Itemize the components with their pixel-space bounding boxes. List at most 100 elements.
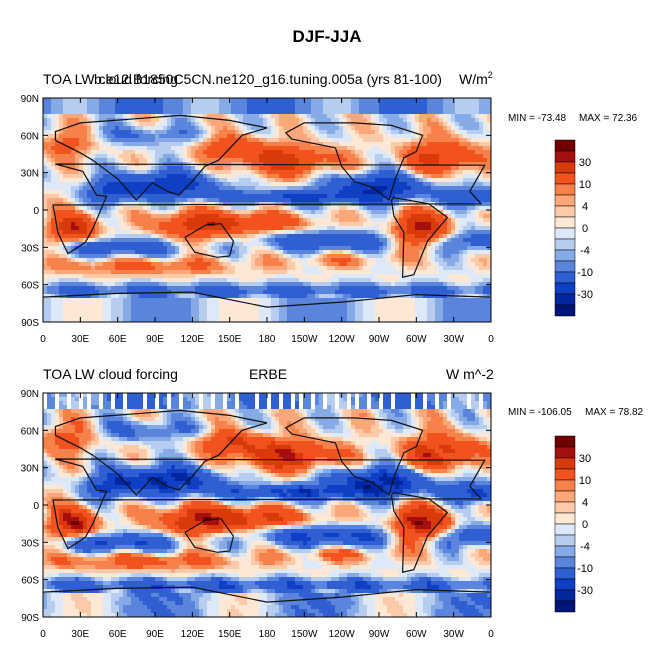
colorbar-label: -10	[577, 267, 593, 279]
panel-center-title: b.e12.B1850C5CN.ne120_g16.tuning.005a (y…	[94, 71, 442, 87]
colorbar: 30 10 4 0 -4 -10 -30	[554, 139, 593, 317]
lon-tick-label: 120E	[181, 334, 205, 345]
map-field	[42, 393, 492, 618]
colorbar-swatch	[554, 260, 576, 273]
lon-tick-label: 30E	[71, 629, 89, 640]
colorbar-swatch	[554, 468, 576, 481]
colorbar-swatch	[554, 457, 576, 470]
colorbar-label: -10	[577, 563, 593, 575]
lon-tick-label: 0	[488, 629, 494, 640]
lat-tick-label: 90S	[21, 318, 39, 329]
colorbar-swatch	[554, 282, 576, 295]
colorbar-swatch	[554, 161, 576, 174]
lon-tick-label: 60W	[406, 629, 427, 640]
lon-tick-label: 120E	[181, 629, 205, 640]
lon-tick-label: 0	[488, 334, 494, 345]
colorbar-swatch	[554, 446, 576, 459]
map-field	[42, 98, 492, 323]
lon-tick-label: 120W	[329, 629, 356, 640]
panel-observed: TOA LW cloud forcing ERBE W m^-2 0 30E 60E…	[21, 366, 644, 640]
colorbar-swatch	[554, 589, 576, 602]
colorbar-swatch	[554, 512, 576, 525]
lon-tick-label: 180	[259, 334, 276, 345]
panel-model: TOA LW cloud forcing b.e12.B1850C5CN.ne1…	[21, 70, 638, 345]
colorbar-swatch	[554, 304, 576, 317]
lon-tick-label: 180	[259, 629, 276, 640]
lat-tick-label: 90N	[21, 94, 39, 105]
colorbar-swatch	[554, 139, 576, 152]
colorbar-label: 10	[579, 475, 591, 487]
colorbar-label: 30	[579, 157, 591, 169]
lon-tick-label: 60E	[109, 334, 127, 345]
colorbar-swatch	[554, 600, 576, 613]
colorbar-swatch	[554, 194, 576, 207]
map-axes: 0 30E 60E 90E 120E 150E 180 150W 120W 90W 60W 30W 09…	[21, 389, 495, 640]
lat-tick-label: 60N	[21, 426, 39, 437]
colorbar-label: 30	[579, 453, 591, 465]
colorbar-swatch	[554, 578, 576, 591]
colorbar-swatch	[554, 183, 576, 196]
lat-tick-label: 0	[33, 501, 39, 512]
panel-left-title: TOA LW cloud forcing	[43, 366, 178, 382]
lon-tick-label: 120W	[329, 334, 356, 345]
lon-tick-label: 90E	[146, 334, 164, 345]
panel-units: W/m2	[459, 70, 493, 87]
colorbar-swatch	[554, 271, 576, 284]
colorbar-label: -4	[580, 541, 590, 553]
colorbar-swatch	[554, 238, 576, 251]
lon-tick-label: 90E	[146, 629, 164, 640]
lat-tick-label: 30S	[21, 538, 39, 549]
colorbar-label: -30	[577, 289, 593, 301]
lon-tick-label: 60E	[109, 629, 127, 640]
colorbar-swatch	[554, 545, 576, 558]
colorbar-swatch	[554, 556, 576, 569]
max-stat: MAX = 78.82	[585, 407, 644, 418]
lon-tick-label: 60W	[406, 334, 427, 345]
colorbar-label: 0	[582, 223, 588, 235]
lat-tick-label: 60S	[21, 576, 39, 587]
lon-tick-label: 90W	[369, 629, 390, 640]
lon-tick-label: 0	[40, 629, 46, 640]
min-stat: MIN = -106.05	[508, 407, 572, 418]
lon-tick-label: 150W	[291, 629, 318, 640]
colorbar-swatch	[554, 216, 576, 229]
colorbar-swatch	[554, 172, 576, 185]
lat-tick-label: 60S	[21, 281, 39, 292]
colorbar-swatch	[554, 150, 576, 163]
panel-left-title: TOA LW cloud forcing	[43, 71, 178, 87]
colorbar-swatch	[554, 205, 576, 218]
colorbar-label: 10	[579, 179, 591, 191]
colorbar-label: 4	[582, 201, 588, 213]
colorbar-swatch	[554, 534, 576, 547]
lat-tick-label: 60N	[21, 131, 39, 142]
max-stat: MAX = 72.36	[579, 113, 638, 124]
figure-title: DJF-JJA	[293, 27, 362, 46]
min-stat: MIN = -73.48	[508, 113, 567, 124]
lon-tick-label: 30E	[71, 334, 89, 345]
colorbar-label: 4	[582, 497, 588, 509]
map-axes: 0 30E 60E 90E 120E 150E 180 150W 120W 90W 60W 30W 09…	[21, 94, 495, 345]
colorbar: 30 10 4 0 -4 -10 -30	[554, 435, 593, 613]
colorbar-swatch	[554, 479, 576, 492]
colorbar-swatch	[554, 293, 576, 306]
colorbar-swatch	[554, 490, 576, 503]
lat-tick-label: 30S	[21, 243, 39, 254]
lat-tick-label: 90S	[21, 613, 39, 624]
lon-tick-label: 90W	[369, 334, 390, 345]
colorbar-label: -30	[577, 585, 593, 597]
lon-tick-label: 0	[40, 334, 46, 345]
lon-tick-label: 150W	[291, 334, 318, 345]
lat-tick-label: 90N	[21, 389, 39, 400]
colorbar-swatch	[554, 567, 576, 580]
colorbar-swatch	[554, 249, 576, 262]
colorbar-swatch	[554, 435, 576, 448]
lat-tick-label: 30N	[21, 169, 39, 180]
lat-tick-label: 30N	[21, 464, 39, 475]
lon-tick-label: 150E	[218, 629, 242, 640]
colorbar-swatch	[554, 501, 576, 514]
lat-tick-label: 0	[33, 206, 39, 217]
colorbar-label: 0	[582, 519, 588, 531]
panel-center-title: ERBE	[249, 366, 287, 382]
panel-units: W m^-2	[446, 366, 494, 382]
